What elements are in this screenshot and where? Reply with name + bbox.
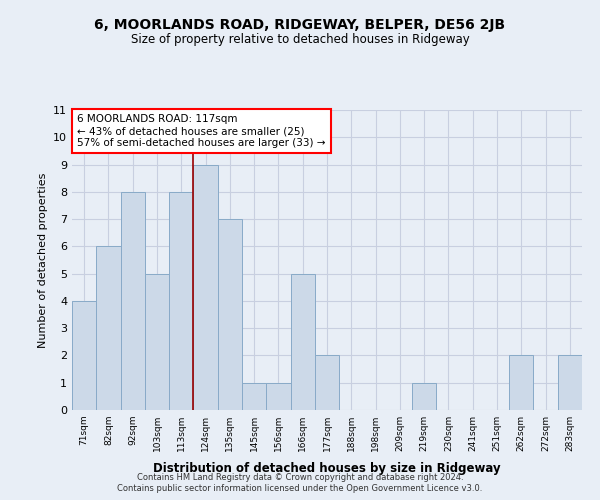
Bar <box>242 382 266 410</box>
Y-axis label: Number of detached properties: Number of detached properties <box>38 172 47 348</box>
Bar <box>218 219 242 410</box>
Bar <box>266 382 290 410</box>
Text: 6, MOORLANDS ROAD, RIDGEWAY, BELPER, DE56 2JB: 6, MOORLANDS ROAD, RIDGEWAY, BELPER, DE5… <box>94 18 506 32</box>
Bar <box>121 192 145 410</box>
Bar <box>558 356 582 410</box>
Bar <box>193 164 218 410</box>
Bar <box>315 356 339 410</box>
Bar <box>72 301 96 410</box>
Bar <box>169 192 193 410</box>
X-axis label: Distribution of detached houses by size in Ridgeway: Distribution of detached houses by size … <box>153 462 501 475</box>
Text: Contains HM Land Registry data © Crown copyright and database right 2024.: Contains HM Land Registry data © Crown c… <box>137 472 463 482</box>
Bar <box>96 246 121 410</box>
Bar <box>412 382 436 410</box>
Text: Size of property relative to detached houses in Ridgeway: Size of property relative to detached ho… <box>131 32 469 46</box>
Bar <box>290 274 315 410</box>
Text: 6 MOORLANDS ROAD: 117sqm
← 43% of detached houses are smaller (25)
57% of semi-d: 6 MOORLANDS ROAD: 117sqm ← 43% of detach… <box>77 114 326 148</box>
Bar <box>509 356 533 410</box>
Bar <box>145 274 169 410</box>
Text: Contains public sector information licensed under the Open Government Licence v3: Contains public sector information licen… <box>118 484 482 493</box>
